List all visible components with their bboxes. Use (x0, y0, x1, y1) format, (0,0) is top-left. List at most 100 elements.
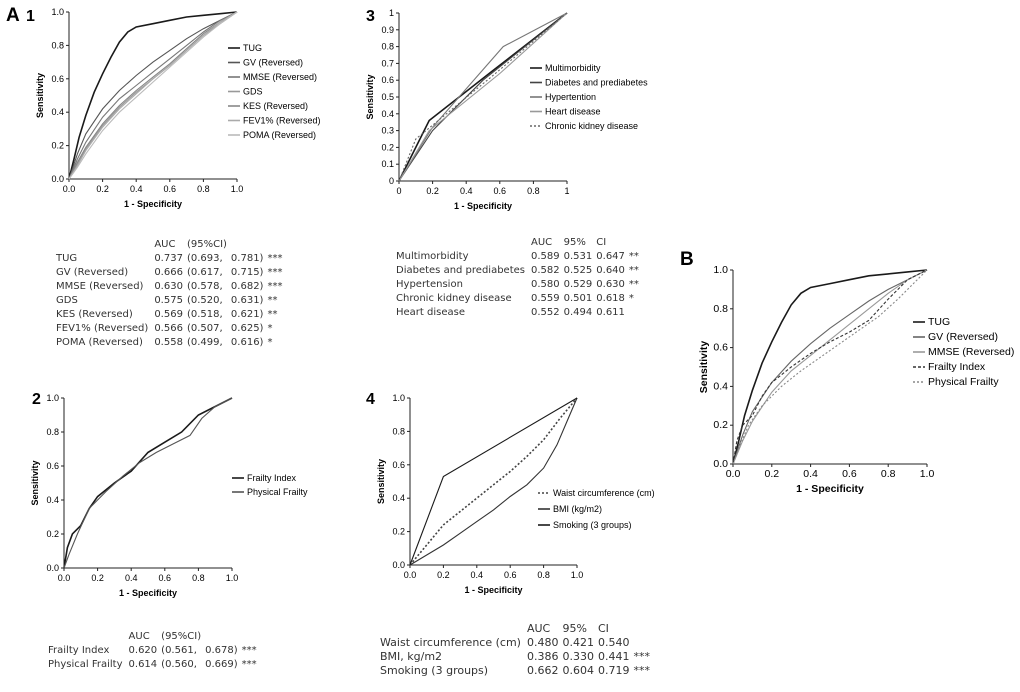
table-header-cell (633, 622, 654, 636)
y-tick-label: 0.2 (713, 419, 728, 431)
roc-chart-panel-4: 4 0.0 0.2 0.4 0.6 0.8 1.0 0.0 0.2 0.4 0.6 0.8 1.0 1 -… (366, 391, 655, 595)
row-label: GV (Reversed) (56, 267, 129, 278)
y-axis-label: Sensitivity (376, 459, 386, 504)
roc-line (732, 269, 928, 465)
table-cell: (0.520, (186, 295, 223, 306)
table-row: Waist circumference (cm) 0.480 0.421 0.540 (380, 636, 654, 650)
legend-entry: Multimorbidity (545, 63, 601, 73)
roc-line (63, 397, 233, 569)
table-cell: 0.640 (596, 265, 625, 276)
table-cell: 0.569 (154, 309, 183, 320)
x-tick-label: 0.0 (63, 184, 76, 194)
roc-chart-panel-B: 0.0 0.2 0.4 0.6 0.8 1.0 0.0 0.2 0.4 0.6 0.8 1.0 1 - … (698, 264, 1014, 495)
table-cell: 0.441 (597, 650, 630, 663)
roc-line (398, 12, 568, 182)
y-tick-label: 0.6 (51, 74, 64, 84)
roc-line (63, 397, 233, 569)
roc-line (68, 11, 238, 180)
table-cell: ** (267, 295, 278, 306)
x-tick-label: 0.8 (192, 573, 205, 583)
panel-number: 3 (366, 8, 375, 25)
roc-line (409, 397, 578, 566)
x-tick-label: 1 (564, 186, 569, 196)
table-cell: (0.518, (186, 309, 223, 320)
row-label: MMSE (Reversed) (56, 281, 144, 292)
row-label: Multimorbidity (396, 251, 469, 262)
x-tick-label: 1.0 (226, 573, 239, 583)
roc-line (68, 11, 238, 180)
table-cell: 0.558 (154, 337, 183, 348)
panel-number: 1 (26, 8, 35, 25)
table-cell: * (628, 293, 634, 304)
table-cell: 0.330 (562, 650, 594, 663)
roc-line (732, 269, 928, 465)
y-tick-label: 0.4 (392, 493, 405, 503)
table-cell (629, 306, 643, 320)
table-cell: 0.604 (562, 664, 594, 677)
table-cell: *** (633, 650, 650, 663)
y-tick-label: 1.0 (392, 393, 405, 403)
legend-entry: Diabetes and prediabetes (545, 78, 648, 88)
table-header-cell: 95% (563, 237, 586, 248)
table-header-cell: AUC (531, 237, 553, 248)
x-tick-label: 0.6 (504, 570, 517, 580)
x-tick-label: 0 (396, 186, 401, 196)
table-header-cell (629, 236, 643, 250)
roc-line (732, 269, 928, 465)
x-tick-label: 0.2 (437, 570, 450, 580)
table-cell (633, 636, 654, 650)
table-cell: 0.666 (154, 267, 183, 278)
table-header-cell: CI (597, 622, 609, 635)
x-axis-label: 1 - Specificity (454, 201, 512, 211)
table-cell: *** (241, 659, 257, 670)
table-cell: * (267, 323, 273, 334)
y-tick-label: 0.5 (381, 92, 394, 102)
table-cell: 0.421 (562, 636, 594, 649)
roc-line (732, 269, 928, 465)
table-cell: *** (267, 267, 283, 278)
table-cell: 0.580 (531, 279, 560, 290)
table-row: Hypertension 0.580 0.529 0.630 ** (396, 278, 643, 292)
legend-entry: Chronic kidney disease (545, 121, 638, 131)
auc-table-panel-1: AUC (95%CI) TUG 0.737 (0.693, 0.781) *** GV (Re… (56, 238, 286, 350)
y-tick-label: 0.2 (392, 527, 405, 537)
table-row: GV (Reversed) 0.666 (0.617, 0.715) *** (56, 266, 286, 280)
x-axis-label: 1 - Specificity (464, 585, 522, 595)
x-tick-label: 0.2 (91, 573, 104, 583)
roc-line (68, 11, 238, 180)
legend-entry: Hypertention (545, 92, 596, 102)
x-tick-label: 1.0 (231, 184, 244, 194)
table-cell: 0.719 (597, 664, 630, 677)
table-cell: 0.529 (563, 279, 593, 290)
auc-table: AUC (95%CI) Frailty Index 0.620 (0.561, 0.678… (48, 630, 261, 672)
y-tick-label: 1 (389, 8, 394, 18)
table-header-cell: 95% (562, 622, 587, 635)
x-tick-label: 0.0 (726, 468, 741, 480)
table-row: FEV1% (Reversed) 0.566 (0.507, 0.625) * (56, 322, 286, 336)
row-label: Chronic kidney disease (396, 293, 512, 304)
row-label: Hypertension (396, 279, 463, 290)
row-label: Diabetes and prediabetes (396, 265, 525, 276)
table-row: Frailty Index 0.620 (0.561, 0.678) *** (48, 644, 261, 658)
legend-entry: FEV1% (Reversed) (243, 116, 321, 126)
table-cell: 0.678) (205, 645, 238, 656)
x-tick-label: 0.8 (197, 184, 210, 194)
table-row: Heart disease 0.552 0.494 0.611 (396, 306, 643, 320)
table-cell: 0.647 (596, 251, 625, 262)
row-label: Frailty Index (48, 645, 110, 656)
table-row: POMA (Reversed) 0.558 (0.499, 0.616) * (56, 336, 286, 350)
legend-entry: Physical Frailty (247, 487, 308, 497)
legend-entry: GDS (243, 87, 263, 97)
x-tick-label: 0.8 (881, 468, 896, 480)
y-tick-label: 0.1 (381, 159, 394, 169)
table-cell: 0.715) (230, 267, 264, 278)
table-header-cell (205, 630, 242, 644)
table-row: Diabetes and prediabetes 0.582 0.525 0.640 *… (396, 264, 643, 278)
row-label: BMI, kg/m2 (380, 650, 443, 663)
legend-entry: Waist circumference (cm) (553, 488, 655, 498)
x-axis-label: 1 - Specificity (124, 199, 182, 209)
table-cell: *** (267, 253, 283, 264)
x-axis-label: 1 - Specificity (796, 483, 864, 495)
roc-line (68, 11, 238, 180)
table-row: TUG 0.737 (0.693, 0.781) *** (56, 252, 286, 266)
